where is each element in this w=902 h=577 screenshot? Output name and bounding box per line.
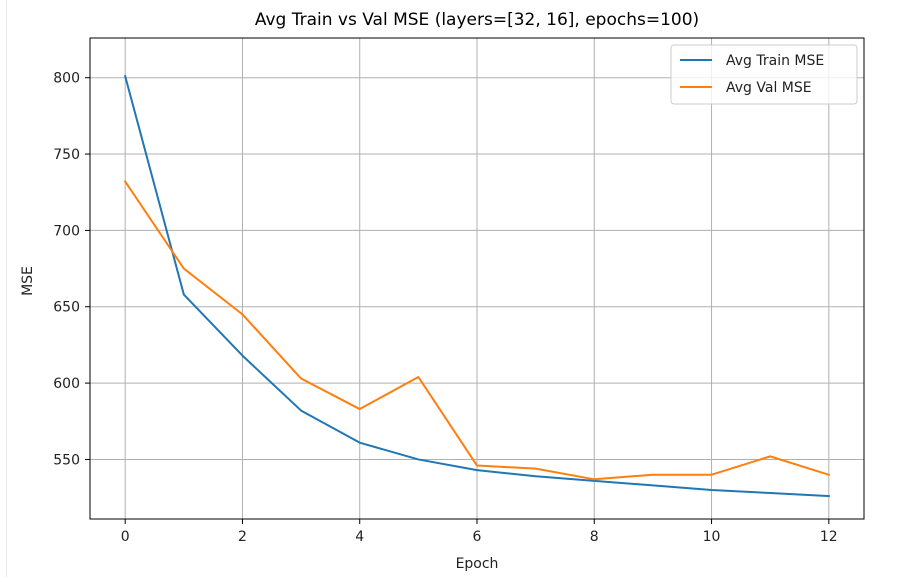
x-tick-label: 0 [121, 529, 130, 545]
series-lines [123, 74, 831, 498]
y-tick-label: 750 [53, 147, 80, 163]
x-tick-label: 6 [473, 529, 482, 545]
val-mse-line [123, 180, 831, 481]
x-axis-label: Epoch [456, 556, 499, 572]
y-tick-label: 800 [53, 71, 80, 87]
x-tick-label: 10 [703, 529, 721, 545]
legend-label-val: Avg Val MSE [726, 80, 812, 96]
plot-area-frame [89, 37, 865, 520]
y-tick-label: 700 [53, 223, 80, 239]
x-tick-label: 12 [820, 529, 838, 545]
legend: Avg Train MSE Avg Val MSE [670, 44, 858, 105]
y-axis-label: MSE [20, 266, 36, 296]
y-tick-label: 550 [53, 452, 80, 468]
legend-label-train: Avg Train MSE [726, 53, 824, 69]
x-tick-label: 8 [590, 529, 599, 545]
page-edge-rule [6, 0, 7, 577]
x-tick-label: 4 [355, 529, 364, 545]
train-mse-line [123, 74, 830, 498]
x-tick-label: 2 [238, 529, 247, 545]
y-tick-label: 650 [53, 300, 80, 316]
grid-lines [90, 38, 864, 519]
chart-title: Avg Train vs Val MSE (layers=[32, 16], e… [255, 10, 699, 30]
y-tick-label: 600 [53, 376, 80, 392]
axis-ticks: 0 2 4 6 8 10 12 550 600 650 700 750 800 [53, 71, 837, 545]
legend-box [670, 44, 858, 105]
